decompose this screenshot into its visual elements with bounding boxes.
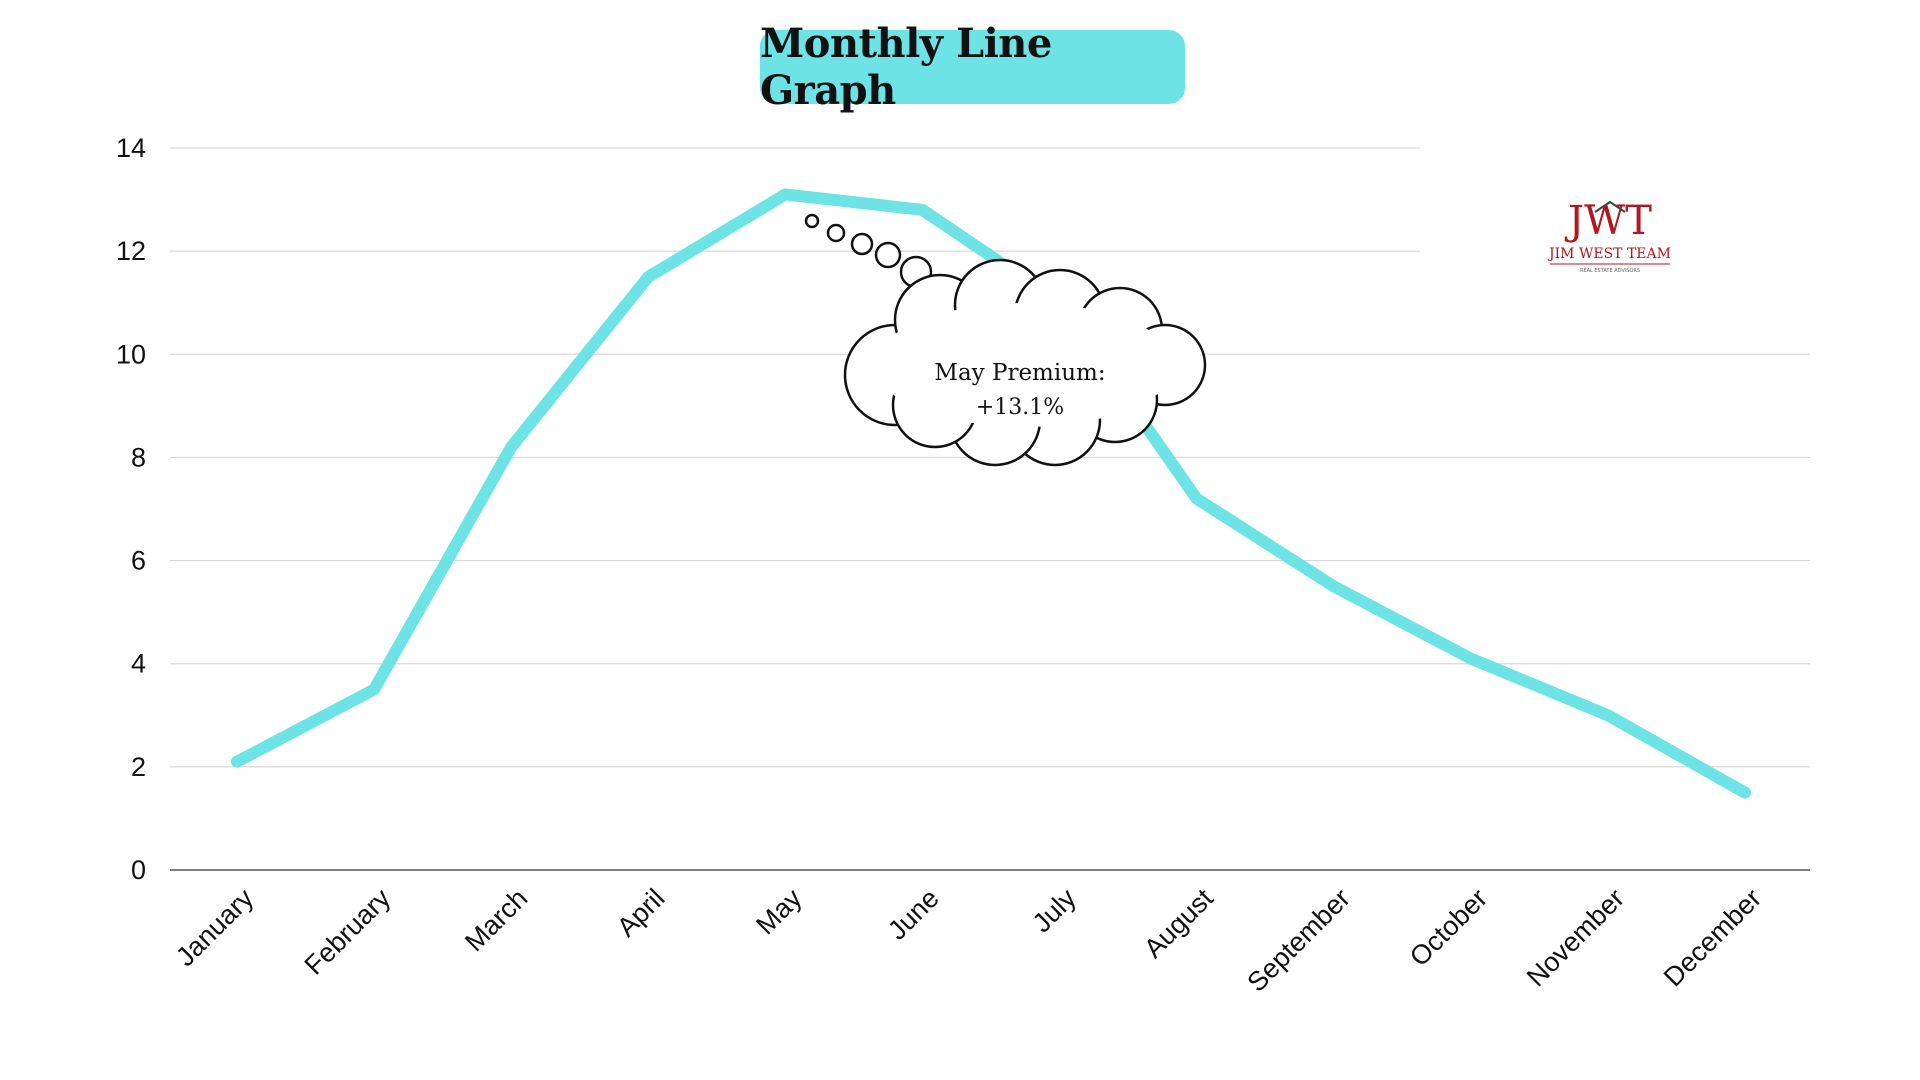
annotation-line-1: May Premium: — [934, 360, 1105, 386]
x-tick-label: October — [1404, 883, 1493, 972]
house-icon — [1594, 200, 1626, 213]
bubble-dot — [850, 232, 874, 256]
title-box: Monthly Line Graph — [760, 20, 1185, 114]
bubble-dot — [804, 213, 820, 229]
x-tick-label: May — [750, 883, 808, 941]
y-tick-label: 12 — [116, 236, 146, 266]
y-tick-label: 14 — [116, 133, 146, 163]
bubble-dot — [874, 241, 902, 269]
cloud-fill — [875, 303, 1175, 427]
x-tick-label: January — [170, 883, 259, 972]
y-tick-label: 2 — [131, 752, 146, 782]
y-tick-label: 0 — [131, 855, 146, 885]
x-tick-label: November — [1521, 883, 1630, 992]
x-axis-ticks: January February March April May June July Augu… — [170, 883, 1767, 998]
x-tick-label: September — [1241, 883, 1356, 998]
logo-name: JIM WEST TEAM — [1547, 246, 1671, 262]
y-tick-label: 4 — [131, 649, 146, 679]
x-tick-label: August — [1138, 883, 1219, 964]
logo-letters: JWT — [1564, 200, 1652, 244]
x-tick-label: December — [1658, 883, 1767, 992]
x-tick-label: March — [459, 883, 533, 957]
chart-title: Monthly Line Graph — [760, 20, 1052, 114]
logo-tagline: REAL ESTATE ADVISORS — [1580, 268, 1640, 274]
x-tick-label: April — [611, 883, 670, 942]
x-tick-label: July — [1027, 883, 1083, 939]
series-line — [231, 188, 1751, 799]
y-tick-label: 10 — [116, 339, 146, 369]
annotation-line-2: +13.1% — [976, 395, 1064, 420]
brand-logo: JWT JIM WEST TEAM REAL ESTATE ADVISORS — [1540, 198, 1680, 280]
x-tick-label: June — [882, 883, 945, 946]
y-tick-label: 6 — [131, 546, 146, 576]
thought-bubble-annotation: May Premium: +13.1% — [804, 213, 1207, 467]
y-axis-ticks: 0 2 4 6 8 10 12 14 — [116, 133, 146, 885]
logo-icon: JWT JIM WEST TEAM REAL ESTATE ADVISORS — [1547, 198, 1671, 274]
y-tick-label: 8 — [131, 442, 146, 472]
bubble-dot — [826, 223, 846, 243]
x-tick-label: February — [299, 883, 397, 981]
